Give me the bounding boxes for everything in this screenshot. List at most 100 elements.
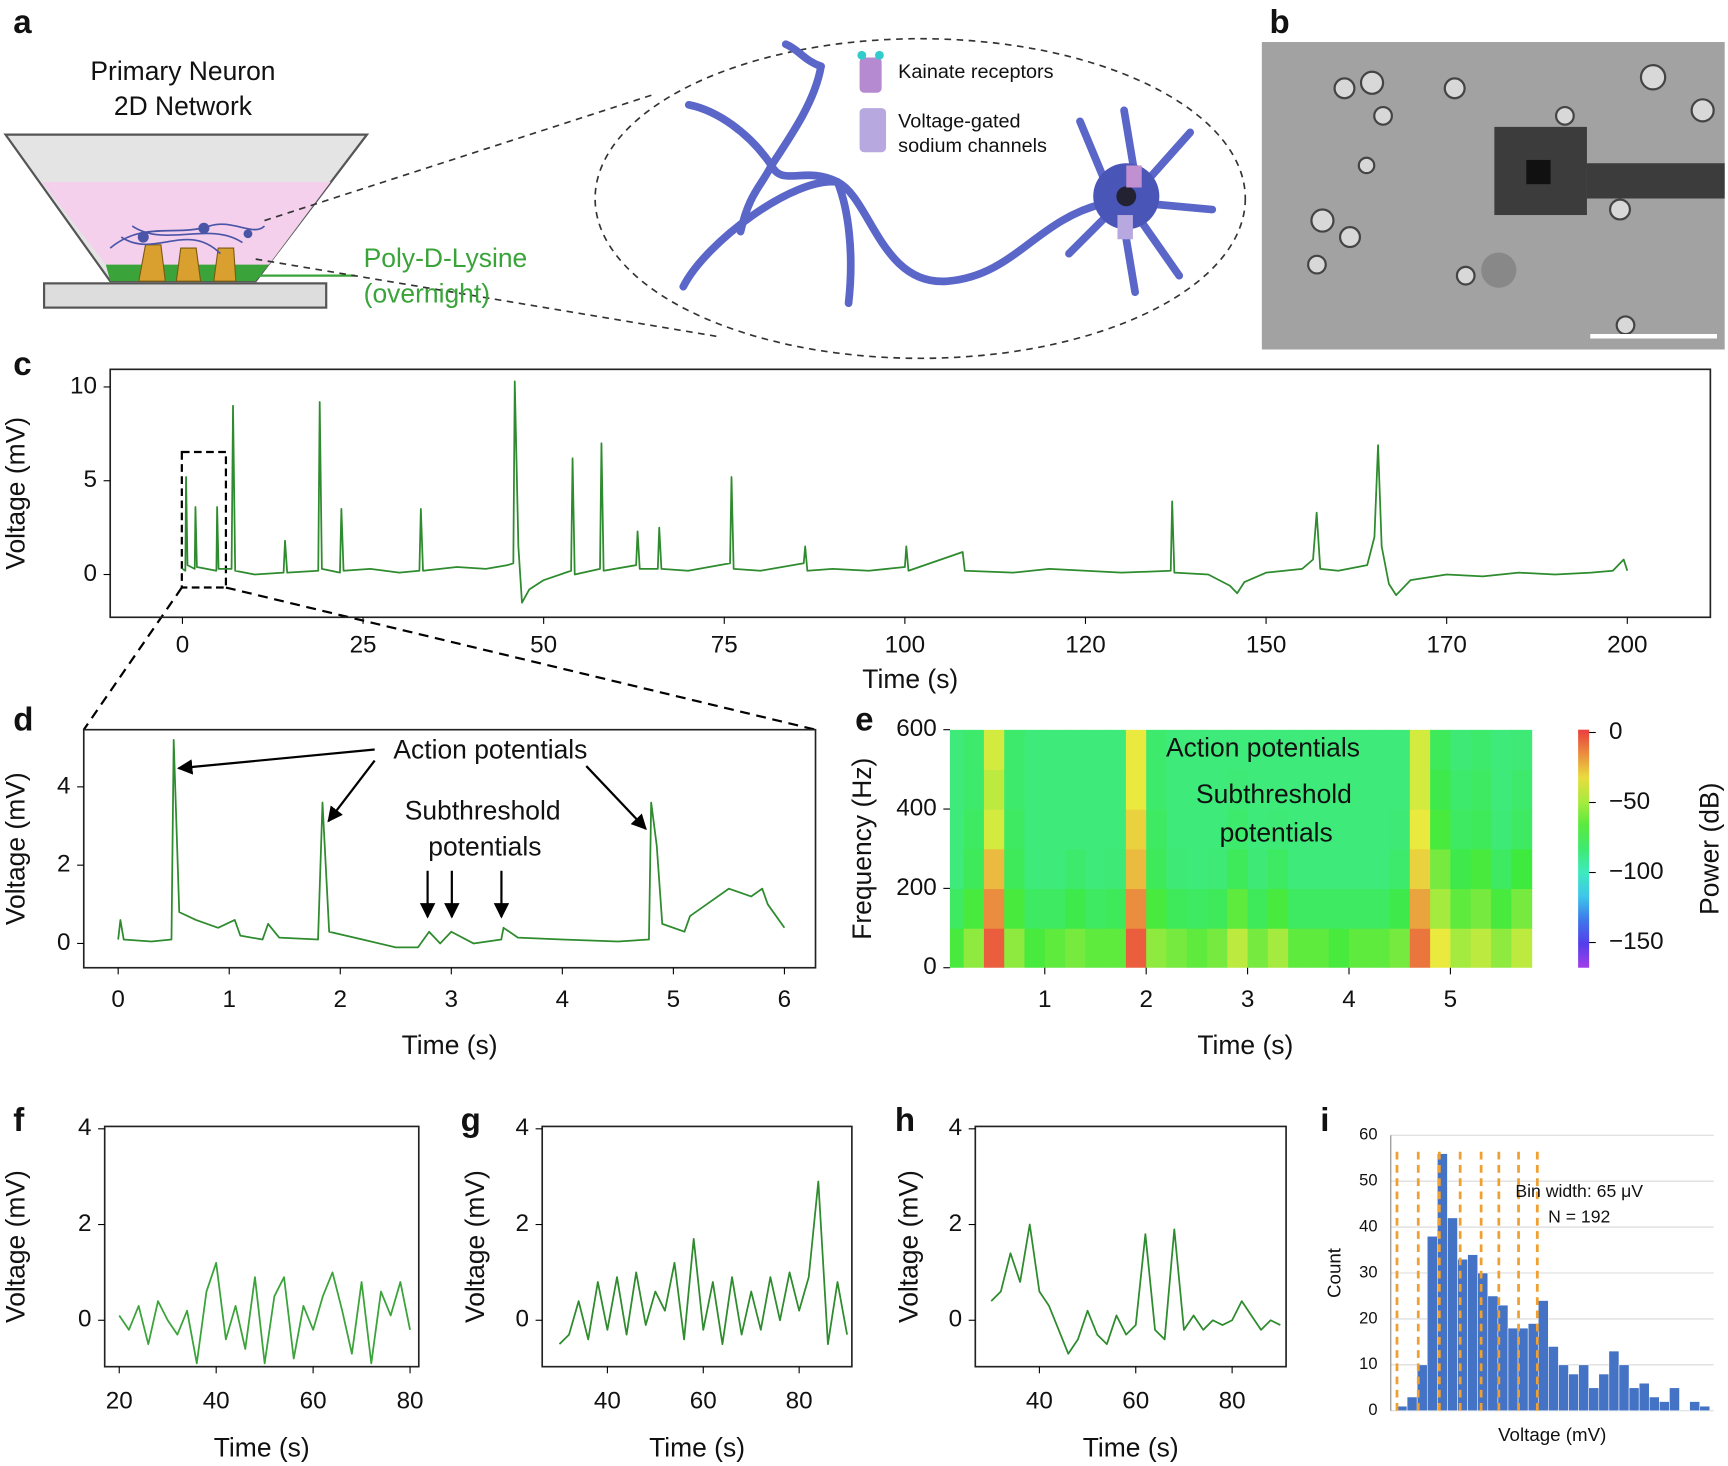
spectrogram-cell [1470, 769, 1492, 810]
spectrogram-cell [1267, 928, 1289, 968]
spectrogram-cell [1004, 809, 1026, 850]
spectrogram-cell [1409, 928, 1431, 968]
spectrogram-cell [1024, 729, 1046, 771]
spectrogram-cell [1166, 809, 1188, 850]
spectrogram-cell [1227, 769, 1249, 810]
spectrogram-cell [1308, 848, 1330, 890]
spectrogram-cell [1389, 928, 1411, 968]
spectrogram-cell [1146, 848, 1168, 890]
spectrogram-cell [1166, 848, 1188, 890]
y-axis-title: Voltage (mV) [893, 1170, 923, 1323]
spectrogram-cell [1450, 848, 1472, 890]
x-tick-label: 40 [203, 1387, 230, 1414]
colorbar-tick-label: −100 [1609, 858, 1664, 885]
histogram-bar [1669, 1387, 1680, 1412]
spectrogram-cell [1004, 769, 1026, 810]
x-tick-label: 80 [1219, 1387, 1246, 1414]
y-tick-label: 400 [896, 794, 936, 821]
coating-label: Poly-D-Lysine [364, 243, 528, 273]
annotation: Action potentials [393, 735, 587, 765]
spectrogram-cell [1409, 769, 1431, 810]
x-tick-label: 60 [300, 1387, 327, 1414]
x-tick-label: 0 [176, 631, 189, 658]
histogram-bar [1467, 1254, 1478, 1412]
spectrogram-cell [1085, 809, 1107, 850]
spectrogram-cell [1125, 928, 1147, 968]
spectrogram-cell [949, 769, 965, 810]
panel-label: g [461, 1102, 481, 1139]
spectrogram-cell [1004, 928, 1026, 968]
culture-diagram [3, 93, 717, 338]
spectrogram-cell [1430, 769, 1452, 810]
spectrogram-cell [1247, 769, 1269, 810]
histogram-bar [1507, 1327, 1519, 1412]
annotation: Action potentials [1166, 733, 1360, 763]
micrograph [1261, 42, 1725, 350]
spectrogram-cell [1186, 928, 1208, 968]
spectrogram-cell [1186, 769, 1208, 810]
spectrogram-cell [1125, 809, 1147, 850]
spectrogram-cell [1470, 888, 1492, 929]
y-tick-label: 4 [78, 1114, 91, 1141]
spectrogram-cell [1288, 888, 1310, 929]
spectrogram-cell [1146, 888, 1168, 929]
histogram-bar [1699, 1405, 1711, 1412]
spectrogram-cell [1348, 729, 1370, 771]
spectrogram-cell [1409, 809, 1431, 850]
trace [118, 1261, 411, 1365]
spectrogram-cell [1470, 928, 1492, 968]
channel-label: sodium channels [898, 135, 1047, 157]
spectrogram-cell [1409, 729, 1431, 771]
spectrogram-cell [1267, 888, 1289, 929]
spectrogram-cell [1369, 848, 1391, 890]
spectrogram-cell [1288, 848, 1310, 890]
annotation: potentials [428, 832, 541, 862]
annotation: Subthreshold [405, 795, 561, 825]
histogram-bar [1568, 1373, 1579, 1412]
spectrogram-cell [1409, 888, 1431, 929]
annotation: N = 192 [1548, 1207, 1610, 1227]
spectrogram-cell [1105, 928, 1127, 968]
y-tick-label: 0 [949, 1306, 962, 1333]
plot-frame [974, 1125, 1287, 1368]
colorbar-label: Power (dB) [1694, 783, 1724, 915]
spectrogram-cell [1511, 848, 1533, 890]
spectrogram-cell [1186, 888, 1208, 929]
spectrogram-cell [1227, 848, 1249, 890]
spectrogram-cell [1065, 729, 1086, 771]
y-axis-title: Frequency (Hz) [847, 758, 877, 940]
spectrogram-cell [1146, 729, 1168, 771]
y-tick-label: 5 [83, 466, 96, 493]
histogram-bar [1477, 1272, 1489, 1412]
plot-frame [103, 1125, 420, 1368]
panel-label: i [1320, 1102, 1329, 1139]
x-tick-label: 1 [222, 986, 235, 1013]
y-tick-label: 40 [1359, 1216, 1377, 1235]
panel-label: b [1270, 4, 1290, 41]
spectrogram-cell [1430, 928, 1452, 968]
spectrogram-cell [1430, 729, 1452, 771]
panel-label: h [895, 1102, 915, 1139]
y-tick-label: 2 [57, 851, 70, 878]
spectrogram-cell [1328, 848, 1350, 890]
spectrogram-cell [1044, 888, 1066, 929]
spectrogram-cell [1430, 809, 1452, 850]
colorbar-tick-label: −150 [1609, 928, 1664, 955]
spectrogram-cell [1267, 809, 1289, 850]
spectrogram-cell [1511, 888, 1533, 929]
histogram-bar [1548, 1346, 1559, 1412]
y-tick-label: 0 [515, 1306, 528, 1333]
histogram-bar [1558, 1364, 1569, 1412]
spectrogram-cell [1065, 928, 1086, 968]
y-tick-label: 600 [896, 715, 936, 742]
x-tick-label: 5 [667, 986, 680, 1013]
spectrogram-cell [1348, 809, 1370, 850]
spectrogram-cell [1247, 848, 1269, 890]
histogram-bar [1689, 1401, 1700, 1412]
y-tick-label: 50 [1359, 1171, 1377, 1190]
y-tick-label: 0 [57, 929, 70, 956]
histogram-bar [1487, 1295, 1499, 1412]
x-tick-label: 6 [778, 986, 791, 1013]
x-axis-title: Time (s) [1083, 1432, 1179, 1462]
y-tick-label: 0 [78, 1306, 91, 1333]
